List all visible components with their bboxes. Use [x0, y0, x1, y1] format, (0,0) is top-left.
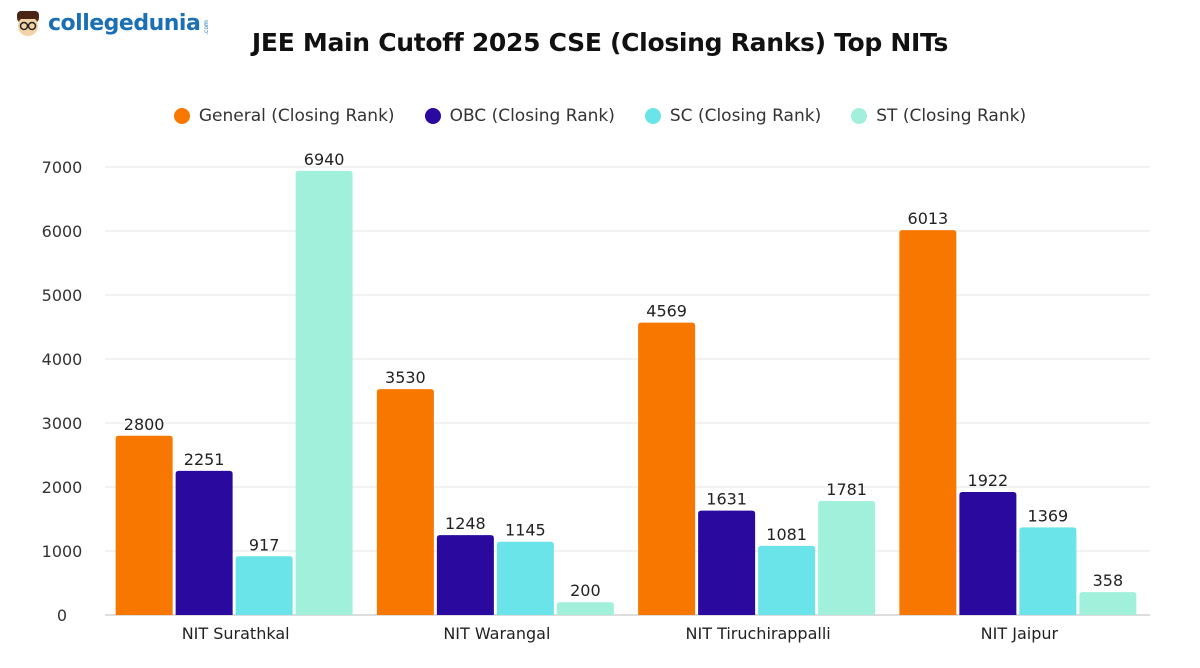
data-label: 6940 [304, 150, 345, 169]
data-label: 1369 [1028, 506, 1069, 525]
legend-item: General (Closing Rank) [173, 106, 395, 126]
bar [698, 510, 756, 615]
data-label: 2251 [184, 450, 225, 469]
legend-label: SC (Closing Rank) [669, 106, 822, 126]
y-tick-label: 7000 [42, 158, 83, 177]
data-label: 1631 [706, 490, 747, 509]
x-tick-label: NIT Tiruchirappalli [686, 624, 831, 643]
bar [638, 322, 696, 615]
legend-swatch [173, 108, 190, 124]
bar [899, 230, 957, 615]
chart-title: JEE Main Cutoff 2025 CSE (Closing Ranks)… [251, 28, 949, 57]
legend-swatch [851, 108, 868, 124]
data-label: 917 [249, 535, 280, 554]
bar [1079, 592, 1137, 615]
legend-swatch [644, 108, 661, 124]
bar [556, 602, 614, 615]
y-tick-label: 0 [57, 606, 67, 625]
legend-item: ST (Closing Rank) [851, 106, 1026, 126]
x-tick-label: NIT Surathkal [182, 624, 290, 643]
data-label: 6013 [908, 209, 949, 228]
y-tick-label: 5000 [42, 286, 83, 305]
collegedunia-logo: collegedunia .com [14, 8, 214, 38]
y-tick-label: 6000 [42, 222, 83, 241]
bar [376, 389, 434, 615]
bar [818, 501, 876, 615]
y-tick-label: 1000 [42, 542, 83, 561]
brand-name: collegedunia [48, 10, 201, 36]
data-label: 200 [570, 581, 601, 600]
legend-label: General (Closing Rank) [198, 106, 395, 126]
legend-swatch [424, 108, 441, 124]
bar [436, 535, 494, 615]
y-tick-label: 2000 [42, 478, 83, 497]
legend-item: OBC (Closing Rank) [424, 106, 615, 126]
mascot-icon [17, 11, 39, 36]
y-tick-label: 3000 [42, 414, 83, 433]
bar [496, 541, 554, 615]
data-label: 1248 [445, 514, 486, 533]
data-label: 1922 [968, 471, 1009, 490]
data-label: 358 [1093, 571, 1124, 590]
data-label: 1781 [826, 480, 867, 499]
bar [295, 170, 353, 615]
bar [959, 491, 1017, 615]
data-label: 4569 [646, 302, 687, 321]
data-label: 1081 [766, 525, 807, 544]
x-tick-label: NIT Warangal [443, 624, 550, 643]
data-label: 1145 [505, 521, 546, 540]
legend-label: OBC (Closing Rank) [449, 106, 615, 126]
data-label: 3530 [385, 368, 426, 387]
bar [235, 556, 293, 615]
bar [758, 545, 816, 615]
legend: General (Closing Rank) OBC (Closing Rank)… [0, 106, 1200, 126]
legend-label: ST (Closing Rank) [876, 106, 1027, 126]
data-label: 2800 [124, 415, 165, 434]
y-tick-label: 4000 [42, 350, 83, 369]
legend-item: SC (Closing Rank) [644, 106, 822, 126]
bar [175, 470, 233, 615]
x-tick-label: NIT Jaipur [981, 624, 1059, 643]
bar [1019, 527, 1077, 615]
bar [115, 435, 173, 615]
